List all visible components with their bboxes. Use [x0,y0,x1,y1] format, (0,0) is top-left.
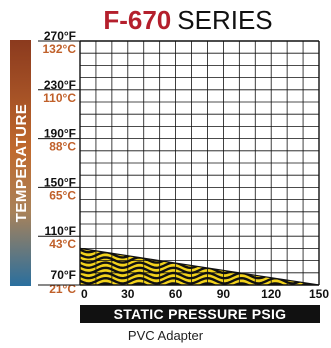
grid [79,40,320,286]
x-tick-2: 60 [169,287,183,301]
chart-caption: PVC Adapter [127,328,204,343]
y-tick-f-3: 150°F [44,175,76,189]
chart-title-prefix: F-670 [103,5,171,35]
y-tick-c-1: 110°C [43,91,76,105]
temperature-band [10,40,31,286]
y-tick-c-0: 132°C [43,42,77,56]
x-tick-0: 0 [81,287,88,301]
y-tick-c-4: 43°C [49,237,76,251]
y-tick-c-3: 65°C [49,188,76,202]
chart-title: F-670 SERIES [103,5,272,35]
x-tick-4: 120 [261,287,281,301]
x-tick-labels: 0 30 60 90 120 150 [81,287,329,301]
x-axis-label-bar [80,305,320,323]
area-wave-1 [80,248,319,254]
y-tick-f-1: 230°F [44,78,76,92]
y-axis-label: TEMPERATURE [13,104,30,223]
y-tick-f-5: 70°F [51,268,76,282]
x-tick-5: 150 [309,287,329,301]
y-tick-c-5: 21°C [49,282,76,296]
x-tick-3: 90 [217,287,231,301]
y-tick-f-4: 110°F [45,224,77,238]
chart-title-suffix: SERIES [177,5,272,35]
area-wave-8 [80,282,319,285]
y-tick-f-0: 270°F [44,29,76,43]
area-boundary-line [79,247,320,286]
x-tick-1: 30 [121,287,135,301]
area-wave-0 [78,242,320,247]
x-axis-label: STATIC PRESSURE PSIG [114,306,287,322]
area-fill [78,242,320,285]
y-tick-f-2: 190°F [44,127,76,141]
y-tick-c-2: 88°C [49,140,76,154]
